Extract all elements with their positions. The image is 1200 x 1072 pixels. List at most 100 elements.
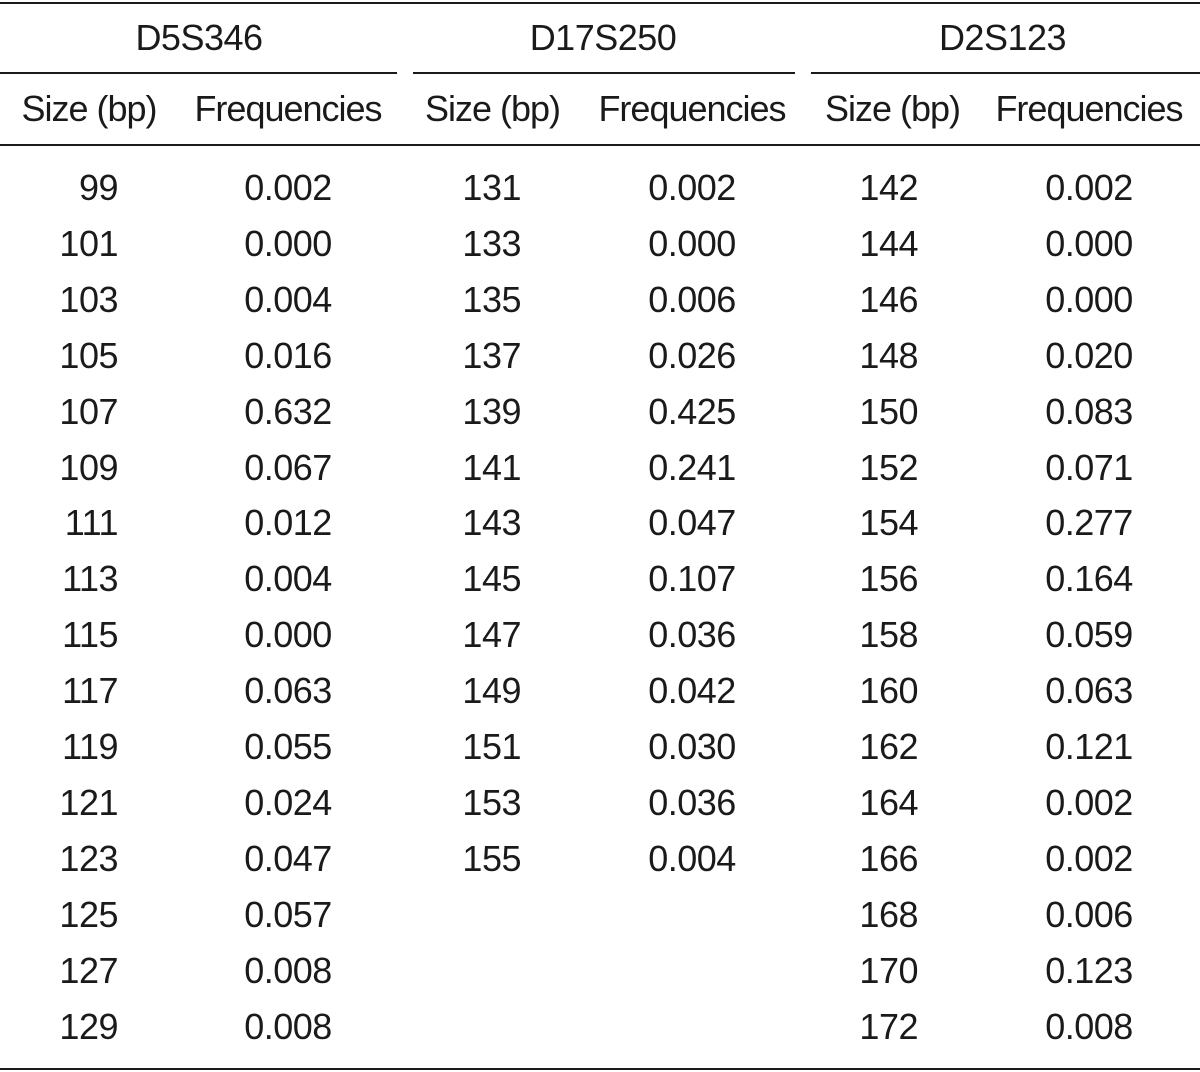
frequency-cell: 0.063 — [244, 670, 332, 711]
size-cell: 146 — [859, 279, 918, 320]
frequency-cell: 0.016 — [244, 335, 332, 376]
size-cell: 141 — [462, 447, 521, 488]
frequency-cell: 0.024 — [244, 782, 332, 823]
frequency-cell: 0.006 — [1045, 894, 1133, 935]
size-cell: 162 — [859, 726, 918, 767]
size-cell: 170 — [859, 950, 918, 991]
frequency-cell: 0.121 — [1045, 726, 1133, 767]
size-cell: 131 — [462, 167, 521, 208]
size-cell: 164 — [859, 782, 918, 823]
size-cell: 115 — [62, 614, 118, 655]
size-cell: 121 — [59, 782, 118, 823]
size-cell: 111 — [64, 502, 119, 543]
frequency-cell: 0.083 — [1045, 391, 1133, 432]
frequency-cell: 0.036 — [648, 782, 736, 823]
size-cell: 142 — [859, 167, 918, 208]
size-cell: 158 — [859, 614, 918, 655]
frequency-cell: 0.123 — [1045, 950, 1133, 991]
size-cell: 160 — [859, 670, 918, 711]
size-cell: 101 — [59, 223, 118, 264]
marker-title: D17S250 — [529, 17, 677, 58]
size-cell: 113 — [62, 558, 118, 599]
size-cell: 127 — [59, 950, 118, 991]
frequency-cell: 0.000 — [648, 223, 736, 264]
frequency-cell: 0.055 — [244, 726, 332, 767]
frequency-cell: 0.277 — [1045, 502, 1133, 543]
marker-group-rule — [811, 72, 1200, 74]
frequency-cell: 0.047 — [244, 838, 332, 879]
frequency-cell: 0.020 — [1045, 335, 1133, 376]
marker-title: D2S123 — [938, 17, 1067, 58]
size-cell: 145 — [462, 558, 521, 599]
size-cell: 152 — [859, 447, 918, 488]
size-cell: 155 — [462, 838, 521, 879]
size-cell: 144 — [859, 223, 918, 264]
frequency-cell: 0.057 — [244, 894, 332, 935]
size-cell: 166 — [859, 838, 918, 879]
frequency-cell: 0.026 — [648, 335, 736, 376]
frequency-column-header: Frequencies — [194, 88, 382, 129]
frequency-cell: 0.002 — [1045, 838, 1133, 879]
frequency-cell: 0.425 — [648, 391, 736, 432]
marker-title: D5S346 — [135, 17, 263, 58]
frequency-column-header: Frequencies — [995, 88, 1183, 129]
size-column-header: Size (bp) — [824, 88, 961, 129]
size-cell: 149 — [462, 670, 521, 711]
size-cell: 139 — [462, 391, 521, 432]
frequency-cell: 0.002 — [1045, 782, 1133, 823]
frequency-cell: 0.004 — [244, 279, 332, 320]
frequency-cell: 0.000 — [244, 614, 332, 655]
size-cell: 137 — [462, 335, 521, 376]
size-cell: 154 — [859, 502, 918, 543]
frequency-cell: 0.008 — [244, 950, 332, 991]
frequency-cell: 0.004 — [244, 558, 332, 599]
frequency-cell: 0.241 — [648, 447, 736, 488]
size-cell: 133 — [462, 223, 521, 264]
frequency-cell: 0.036 — [648, 614, 736, 655]
frequency-cell: 0.002 — [244, 167, 332, 208]
frequency-cell: 0.632 — [244, 391, 332, 432]
frequency-cell: 0.002 — [1045, 167, 1133, 208]
frequency-cell: 0.067 — [244, 447, 332, 488]
marker-group-rule — [0, 72, 397, 74]
frequency-cell: 0.107 — [648, 558, 736, 599]
size-cell: 143 — [462, 502, 521, 543]
size-cell: 123 — [59, 838, 118, 879]
size-cell: 135 — [462, 279, 521, 320]
frequency-cell: 0.030 — [648, 726, 736, 767]
frequency-cell: 0.047 — [648, 502, 736, 543]
frequency-cell: 0.004 — [648, 838, 736, 879]
table-top-rule — [0, 2, 1200, 4]
frequency-cell: 0.008 — [1045, 1006, 1133, 1047]
marker-group-rule — [413, 72, 795, 74]
size-cell: 99 — [78, 167, 119, 208]
size-cell: 107 — [59, 391, 118, 432]
size-cell: 109 — [59, 447, 118, 488]
frequency-cell: 0.071 — [1045, 447, 1133, 488]
frequency-cell: 0.006 — [648, 279, 736, 320]
frequency-cell: 0.063 — [1045, 670, 1133, 711]
header-bottom-rule — [0, 144, 1200, 146]
size-cell: 151 — [462, 726, 521, 767]
size-cell: 168 — [859, 894, 918, 935]
size-cell: 147 — [462, 614, 521, 655]
size-cell: 117 — [62, 670, 118, 711]
size-cell: 129 — [59, 1006, 118, 1047]
size-cell: 172 — [859, 1006, 918, 1047]
size-column-header: Size (bp) — [21, 88, 157, 129]
frequency-column-header: Frequencies — [598, 88, 786, 129]
size-cell: 105 — [59, 335, 118, 376]
frequency-cell: 0.042 — [648, 670, 736, 711]
frequency-cell: 0.164 — [1045, 558, 1133, 599]
frequency-cell: 0.012 — [244, 502, 332, 543]
size-cell: 150 — [859, 391, 918, 432]
frequency-cell: 0.059 — [1045, 614, 1133, 655]
frequency-cell: 0.000 — [1045, 223, 1133, 264]
size-cell: 156 — [859, 558, 918, 599]
frequency-cell: 0.000 — [1045, 279, 1133, 320]
frequency-cell: 0.008 — [244, 1006, 332, 1047]
table-bottom-rule — [0, 1068, 1200, 1070]
size-cell: 103 — [59, 279, 118, 320]
size-cell: 148 — [859, 335, 918, 376]
frequency-cell: 0.002 — [648, 167, 736, 208]
